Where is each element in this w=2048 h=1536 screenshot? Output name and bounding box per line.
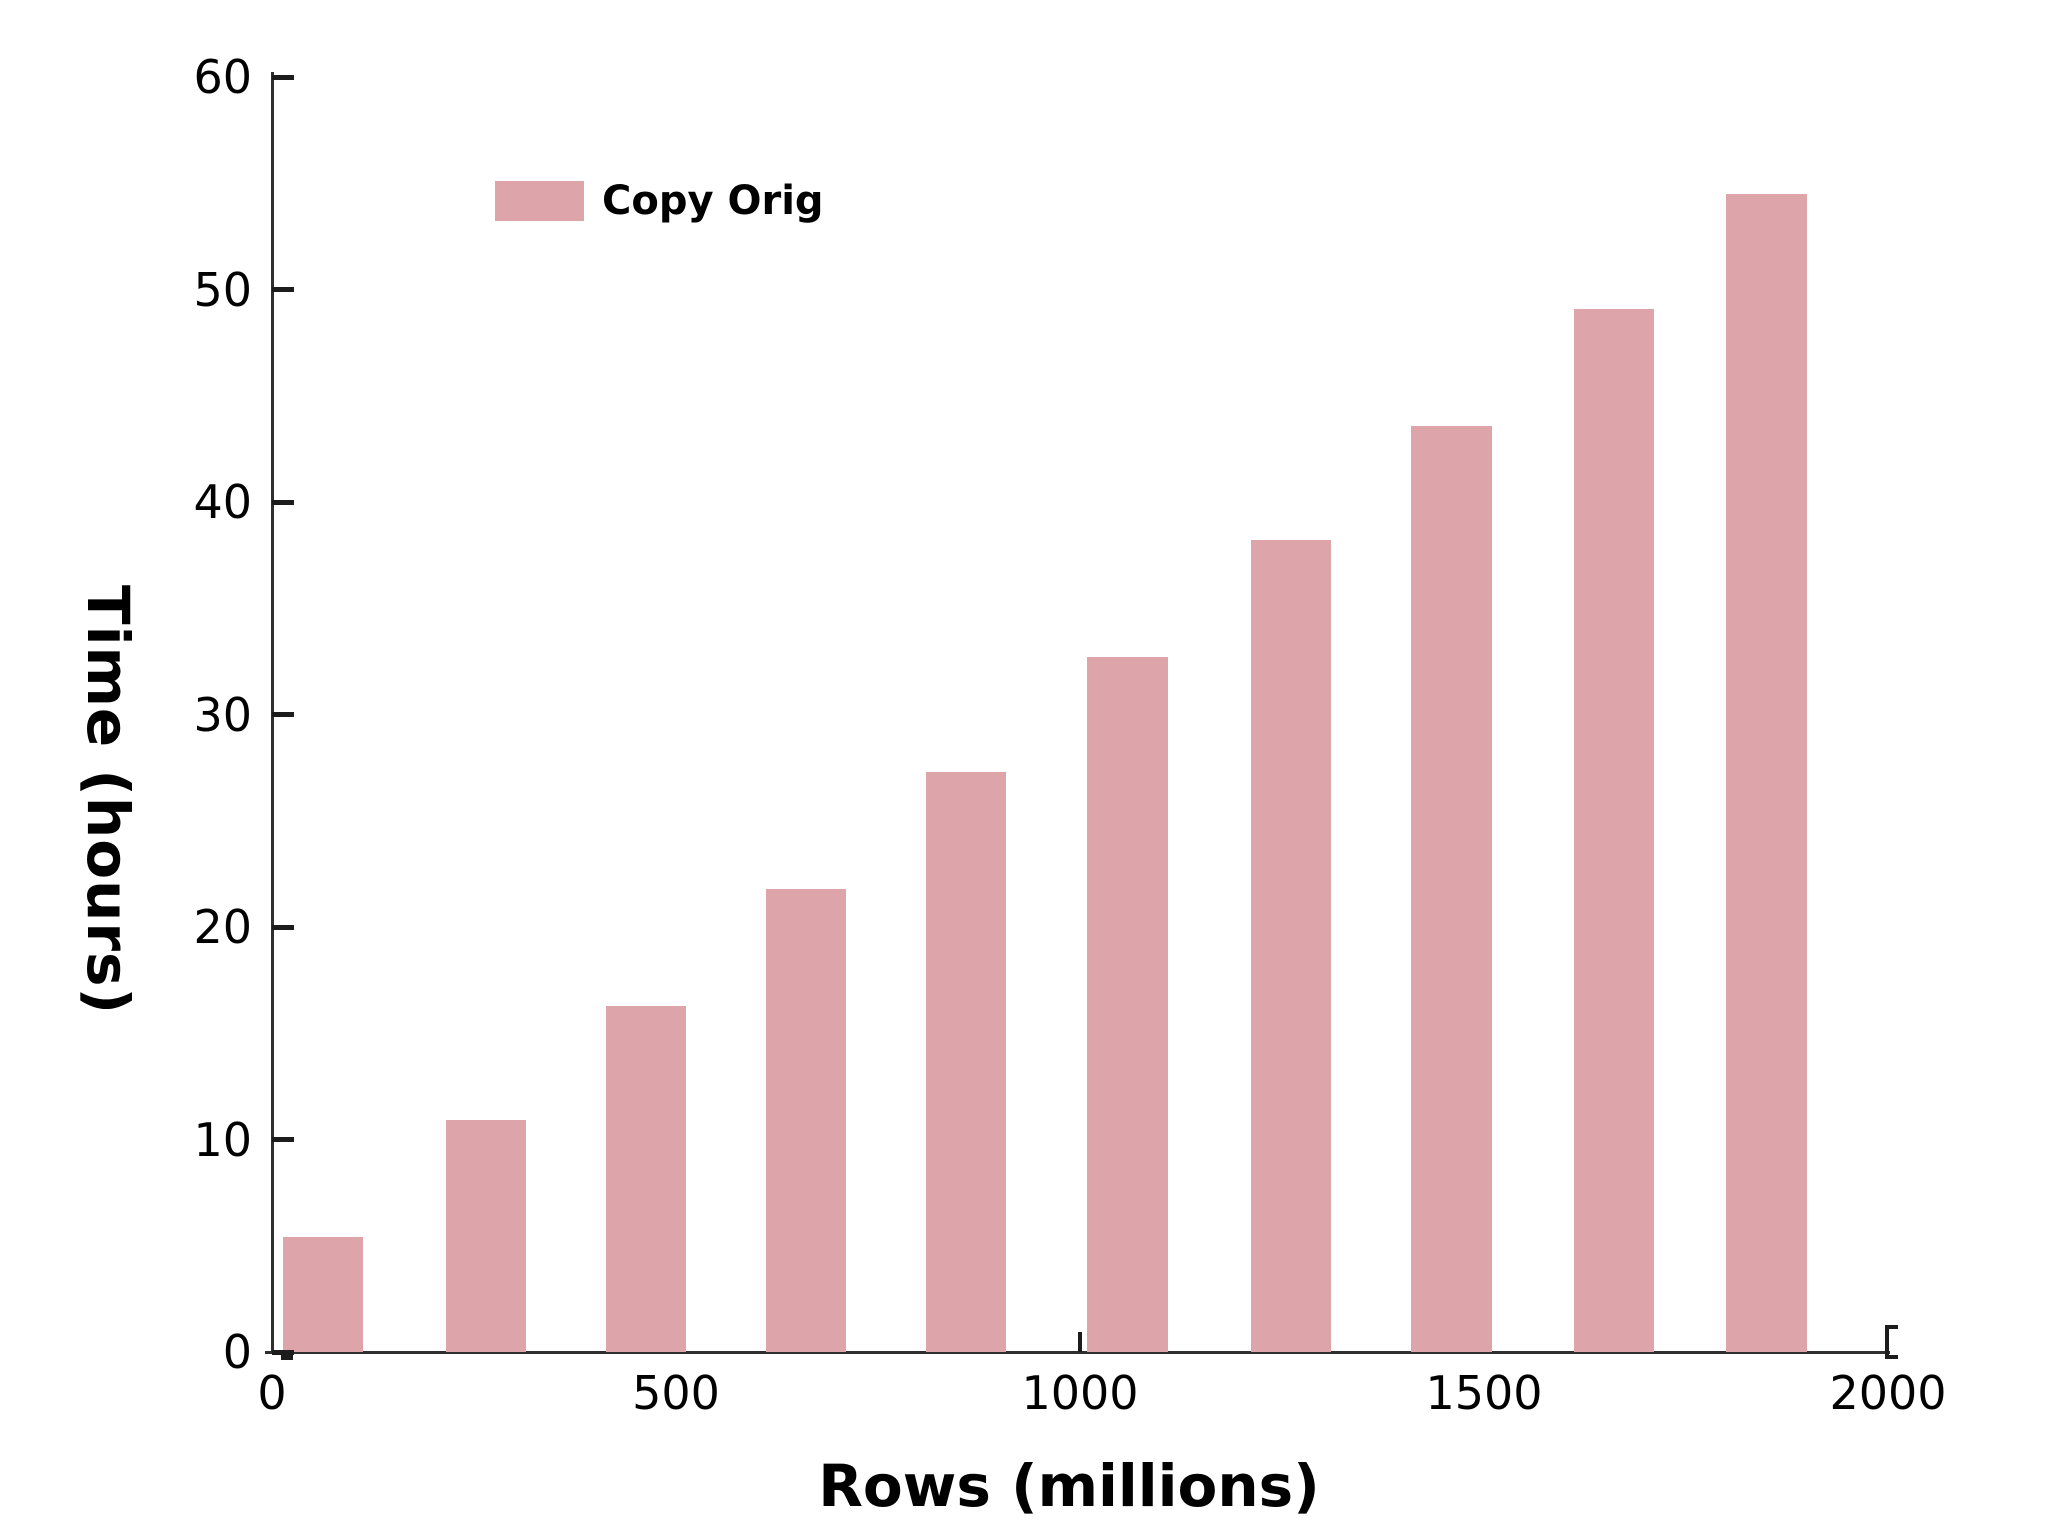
x-tick-mark-2000 bbox=[1885, 1325, 1889, 1359]
x-tick-label-0: 0 bbox=[257, 1366, 287, 1420]
y-tick-mark-20 bbox=[272, 924, 294, 930]
x-axis-end-cap-bottom bbox=[1885, 1355, 1898, 1359]
x-tick-label-2000: 2000 bbox=[1829, 1366, 1947, 1420]
y-tick-label-60: 60 bbox=[193, 50, 252, 104]
x-tick-label-1500: 1500 bbox=[1425, 1366, 1543, 1420]
y-tick-mark-0 bbox=[272, 1349, 294, 1355]
x-tick-label-1000: 1000 bbox=[1021, 1366, 1139, 1420]
y-tick-mark-60 bbox=[272, 74, 294, 80]
y-tick-label-10: 10 bbox=[193, 1112, 252, 1167]
bar-copy-orig-4 bbox=[765, 888, 847, 1353]
x-tick-label-500: 500 bbox=[632, 1366, 720, 1420]
y-axis-title: Time (hours) bbox=[74, 585, 142, 1015]
y-tick-mark-40 bbox=[272, 499, 294, 505]
bar-copy-orig-6 bbox=[1087, 657, 1169, 1352]
y-tick-label-40: 40 bbox=[193, 475, 252, 529]
bar-copy-orig-8 bbox=[1411, 425, 1493, 1352]
y-tick-mark-50 bbox=[272, 287, 294, 292]
x-axis-end-cap-top bbox=[1885, 1325, 1898, 1329]
y-tick-mark-10 bbox=[272, 1137, 294, 1142]
legend: Copy Orig bbox=[495, 178, 824, 224]
bar-copy-orig-10 bbox=[1726, 193, 1808, 1352]
bar-copy-orig-1 bbox=[282, 1237, 364, 1353]
y-tick-label-50: 50 bbox=[193, 262, 252, 317]
bar-copy-orig-9 bbox=[1573, 308, 1655, 1352]
y-tick-label-20: 20 bbox=[193, 900, 252, 954]
bar-copy-orig-3 bbox=[605, 1005, 687, 1352]
bar-copy-orig-2 bbox=[445, 1120, 527, 1352]
legend-label-copy-orig: Copy Orig bbox=[602, 178, 824, 224]
x-tick-mark-1000 bbox=[1078, 1332, 1082, 1352]
legend-swatch-copy-orig bbox=[495, 181, 584, 221]
x-axis-line bbox=[265, 1351, 1890, 1354]
x-tick-mark-0 bbox=[281, 1353, 293, 1360]
y-tick-mark-30 bbox=[272, 712, 294, 717]
y-tick-label-0: 0 bbox=[222, 1325, 252, 1379]
bar-copy-orig-7 bbox=[1250, 540, 1332, 1352]
bar-copy-orig-5 bbox=[925, 771, 1007, 1352]
y-tick-label-30: 30 bbox=[193, 687, 252, 742]
x-axis-title: Rows (millions) bbox=[818, 1452, 1320, 1520]
